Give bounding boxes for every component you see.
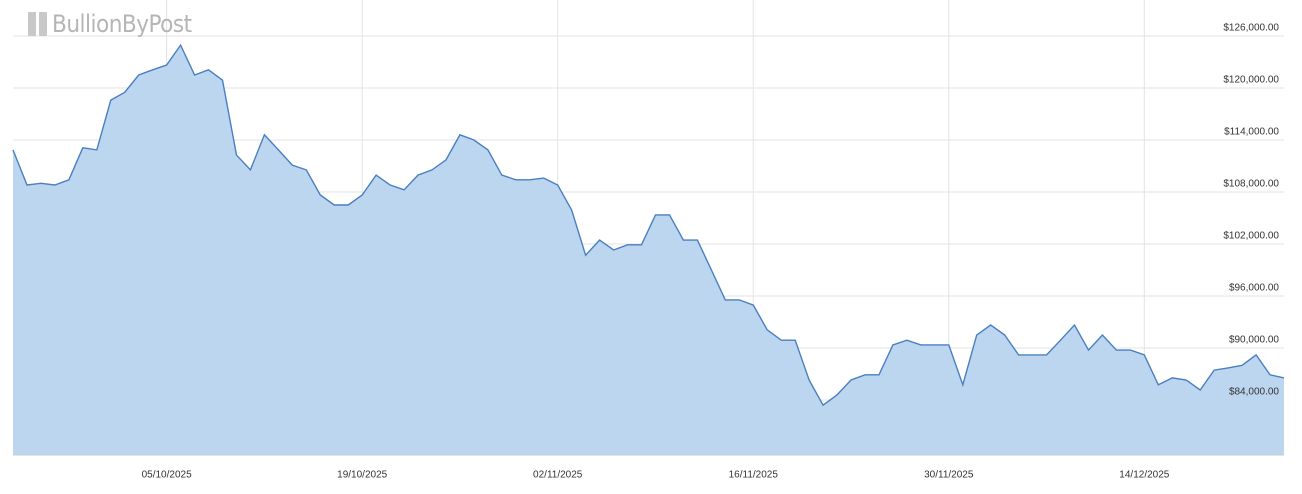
y-tick-label: $96,000.00 bbox=[1229, 283, 1279, 294]
logo-icon bbox=[39, 12, 47, 36]
x-tick-label: 16/11/2025 bbox=[729, 470, 779, 481]
y-tick-label: $84,000.00 bbox=[1229, 387, 1279, 398]
logo-icon bbox=[28, 12, 36, 36]
line bbox=[12, 43, 1285, 407]
x-tick-label: 05/10/2025 bbox=[142, 470, 192, 481]
y-tick-label: $108,000.00 bbox=[1223, 179, 1279, 190]
y-tick-label: $120,000.00 bbox=[1223, 75, 1279, 86]
y-tick-label: $114,000.00 bbox=[1224, 127, 1279, 138]
watermark: BullionByPost bbox=[52, 10, 192, 38]
y-tick-label: $90,000.00 bbox=[1229, 335, 1279, 346]
x-tick-label: 14/12/2025 bbox=[1119, 470, 1169, 481]
x-tick-label: 30/11/2025 bbox=[924, 470, 974, 481]
y-tick-label: $126,000.00 bbox=[1223, 23, 1279, 34]
x-tick-label: 02/11/2025 bbox=[533, 470, 583, 481]
x-tick-label: 19/10/2025 bbox=[337, 470, 387, 481]
area bbox=[13, 45, 1284, 455]
y-tick-label: $102,000.00 bbox=[1223, 231, 1279, 242]
